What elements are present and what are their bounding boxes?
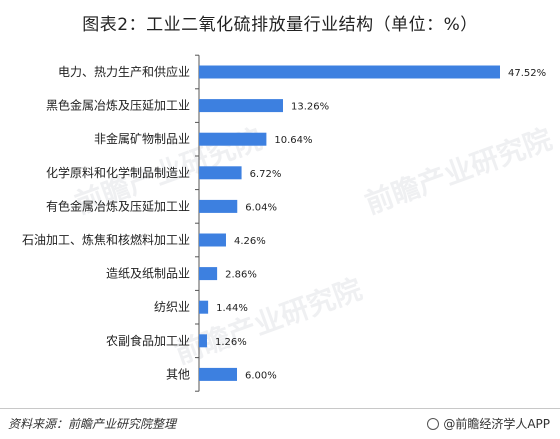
brand-logo-icon xyxy=(427,417,440,430)
category-label: 纺织业 xyxy=(154,300,190,314)
category-label: 有色金属冶炼及压延加工业 xyxy=(46,198,190,213)
footer: 资料来源：前瞻产业研究院整理 @前瞻经济学人APP xyxy=(0,408,560,431)
source-note: 资料来源：前瞻产业研究院整理 xyxy=(8,417,177,431)
data-label: 10.64% xyxy=(274,135,312,146)
bar xyxy=(199,334,207,348)
category-label: 黑色金属冶炼及压延加工业 xyxy=(46,98,190,113)
chart-title: 图表2：工业二氧化硫排放量行业结构（单位：%） xyxy=(82,15,478,35)
bar xyxy=(199,166,242,180)
category-label: 农副食品加工业 xyxy=(106,333,190,348)
bar xyxy=(199,300,209,314)
bar xyxy=(199,132,267,146)
brand: @前瞻经济学人APP xyxy=(427,415,550,432)
data-label: 13.26% xyxy=(291,102,329,113)
bar xyxy=(199,367,238,381)
data-label: 1.44% xyxy=(216,303,248,314)
category-label: 非金属矿物制品业 xyxy=(94,131,190,146)
data-label: 4.26% xyxy=(234,236,266,247)
bar xyxy=(199,199,238,213)
data-label: 47.52% xyxy=(508,68,546,79)
data-label: 6.00% xyxy=(245,370,277,381)
category-label: 其他 xyxy=(166,367,190,381)
bar xyxy=(199,65,500,79)
category-label: 石油加工、炼焦和核燃料加工业 xyxy=(22,232,190,247)
category-label: 造纸及纸制品业 xyxy=(106,267,190,281)
data-label: 6.04% xyxy=(245,202,277,213)
category-label: 电力、热力生产和供应业 xyxy=(58,64,190,79)
data-label: 6.72% xyxy=(250,169,282,180)
bar xyxy=(199,99,283,113)
data-label: 2.86% xyxy=(225,270,257,281)
bar xyxy=(199,233,226,247)
data-label: 1.26% xyxy=(215,337,247,348)
brand-label: @前瞻经济学人APP xyxy=(443,417,550,431)
category-label: 化学原料和化学制品制造业 xyxy=(46,165,190,180)
bar xyxy=(199,267,218,281)
